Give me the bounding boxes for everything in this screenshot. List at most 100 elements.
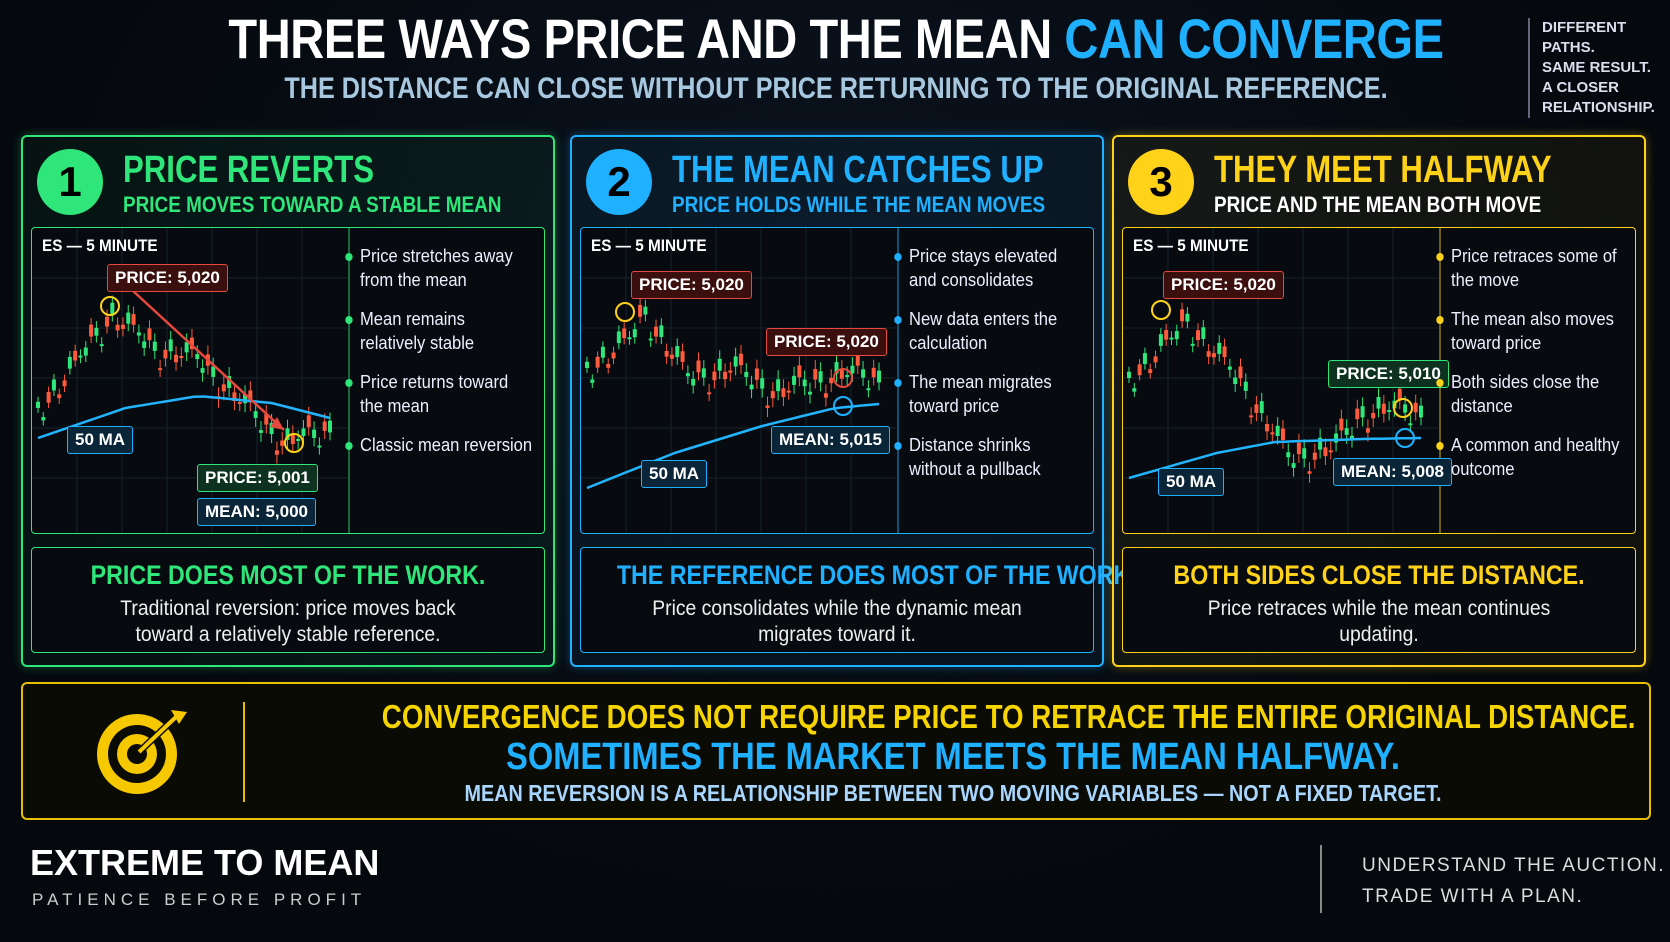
bullet-text: Price retraces some of the move <box>1451 246 1617 290</box>
candle-body <box>776 379 781 392</box>
marker-circle <box>284 433 304 453</box>
panel-subtitle: PRICE AND THE MEAN BOTH MOVE <box>1214 192 1542 217</box>
chart-tag: PRICE: 5,020 <box>107 264 228 292</box>
candle-body <box>142 341 147 348</box>
footer-line: UNDERSTAND THE AUCTION. <box>1362 855 1665 876</box>
candle-body <box>152 341 157 351</box>
candle-body <box>1355 408 1360 420</box>
candle-body <box>829 377 834 384</box>
candle-body <box>850 365 855 374</box>
candle-body <box>131 314 136 325</box>
chart-box: ES — 5 MINUTE PRICE: 5,020 50 MA PRICE: 5,0… <box>31 227 545 534</box>
candle-body <box>1328 450 1333 453</box>
candle-body <box>232 392 237 402</box>
chart-label: ES — 5 MINUTE <box>591 236 707 255</box>
candle-body <box>701 368 706 378</box>
mean-line <box>1128 436 1422 480</box>
bullet-dot <box>1436 442 1444 450</box>
candle-body <box>1344 428 1349 435</box>
conclusion-text: Traditional reversion: price moves back … <box>120 597 456 646</box>
bullet: The mean also moves toward price <box>1436 307 1626 355</box>
candle-body <box>322 421 327 431</box>
panel-title: PRICE REVERTS <box>123 149 375 191</box>
divider <box>1320 845 1322 913</box>
arrow-head <box>270 417 284 430</box>
candle-body <box>1158 334 1163 346</box>
candle-body <box>1254 404 1259 413</box>
bullet: Price returns toward the mean <box>345 370 535 418</box>
candle-body <box>94 327 99 336</box>
candle-body <box>243 394 248 404</box>
conclusion-title: BOTH SIDES CLOSE THE DISTANCE. <box>1173 560 1585 590</box>
candle-body <box>120 324 125 329</box>
tagline: PATIENCE BEFORE PROFIT <box>32 890 367 909</box>
candle-body <box>1201 327 1206 339</box>
bullet: Price stretches away from the mean <box>345 244 535 292</box>
candle-body <box>1190 343 1195 346</box>
candle-body <box>733 356 738 367</box>
chart-label: ES — 5 MINUTE <box>42 236 158 255</box>
candle-body <box>1419 405 1423 418</box>
candle-body <box>1291 463 1296 468</box>
panel-title: THEY MEET HALFWAY <box>1214 149 1552 191</box>
chart-tag: PRICE: 5,020 <box>1163 271 1284 299</box>
candle-body <box>89 324 94 337</box>
chart-tag: MEAN: 5,000 <box>197 498 316 526</box>
bullet-dot <box>1436 379 1444 387</box>
candle-body <box>1408 423 1413 426</box>
title: THREE WAYS PRICE AND THE MEAN CAN CONVER… <box>218 6 1454 71</box>
divider <box>243 702 245 802</box>
candle-body <box>866 388 871 391</box>
chart-box: ES — 5 MINUTE PRICE: 5,020 PRICE: 5,020 MEA… <box>580 227 1094 534</box>
panel: 2 THE MEAN CATCHES UP PRICE HOLDS WHILE TH… <box>570 135 1137 667</box>
bullet-dot <box>894 379 902 387</box>
candle-body <box>73 350 78 361</box>
candle-body <box>1227 366 1232 370</box>
chart-tag: MEAN: 5,008 <box>1333 458 1452 486</box>
candle-body <box>1318 437 1323 450</box>
candle-body <box>1132 388 1137 392</box>
candle-body <box>760 378 765 389</box>
candle-body <box>675 346 680 358</box>
bullet: Mean remains relatively stable <box>345 307 535 355</box>
bullet: Price retraces some of the move <box>1436 244 1626 292</box>
marker-circle <box>1393 398 1413 418</box>
candle-body <box>1334 433 1339 443</box>
candle-body <box>83 347 88 356</box>
brand: EXTREME TO MEAN <box>30 842 380 883</box>
candle-body <box>691 378 696 386</box>
conclusion: THE REFERENCE DOES MOST OF THE WORK. Pric… <box>580 547 1137 653</box>
candle-body <box>1153 356 1158 363</box>
candle-body <box>707 392 712 395</box>
candle-body <box>280 440 285 446</box>
candle-body <box>585 361 589 368</box>
candle-body <box>839 368 844 379</box>
candle-body <box>67 356 72 369</box>
candle-body <box>1169 337 1174 340</box>
panel-subtitle: PRICE MOVES TOWARD A STABLE MEAN <box>123 192 502 217</box>
conclusion-title: PRICE DOES MOST OF THE WORK. <box>90 560 486 590</box>
bullet-dot <box>345 253 353 261</box>
bullet-text: New data enters the calculation <box>909 309 1058 353</box>
conclusion-text: Price retraces while the mean continues … <box>1207 597 1551 646</box>
badge: 2 <box>586 149 652 215</box>
chart-tag: 50 MA <box>1158 468 1225 496</box>
bullet-text: Classic mean reversion <box>360 435 533 455</box>
chart-label: ES — 5 MINUTE <box>1133 236 1249 255</box>
arrow <box>131 289 285 431</box>
bullet-text: The mean migrates toward price <box>909 372 1052 416</box>
candle-body <box>786 390 791 393</box>
conclusion-title: THE REFERENCE DOES MOST OF THE WORK. <box>616 560 1137 590</box>
footer-line: TRADE WITH A PLAN. <box>1362 886 1584 907</box>
candle-body <box>712 371 717 381</box>
chart-tag: PRICE: 5,010 <box>1328 360 1449 388</box>
candle-body <box>1238 366 1243 379</box>
candle-body <box>1323 447 1328 457</box>
candle-body <box>648 338 653 341</box>
chart-tag: PRICE: 5,020 <box>631 271 752 299</box>
candle-body <box>136 332 141 336</box>
chart-tag: 50 MA <box>641 460 708 488</box>
candle-body <box>1137 364 1142 376</box>
bullet: Both sides close the distance <box>1436 370 1626 418</box>
panel-title: THE MEAN CATCHES UP <box>672 149 1044 191</box>
